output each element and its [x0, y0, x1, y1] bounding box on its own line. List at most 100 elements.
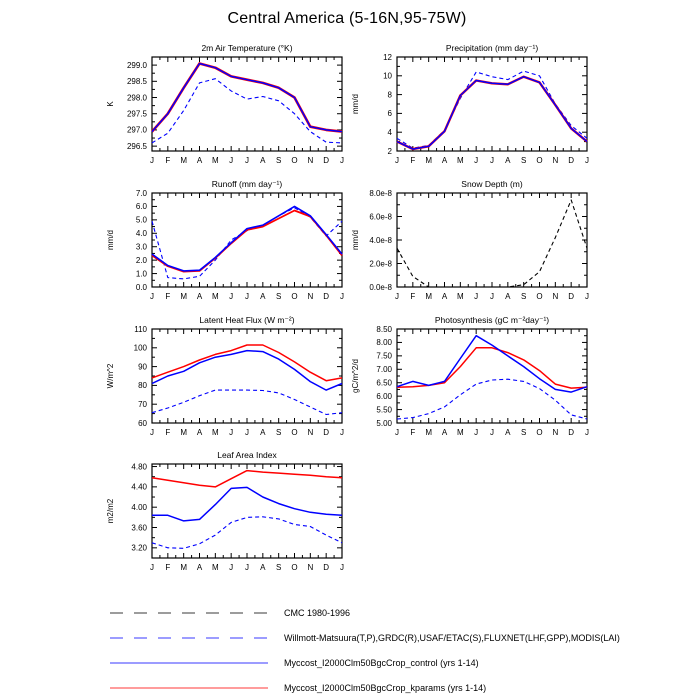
x-tick-label: J	[490, 156, 494, 165]
series-line-solid	[151, 344, 343, 382]
x-tick-label: M	[180, 292, 187, 301]
x-tick-label: M	[425, 428, 432, 437]
x-tick-label: J	[395, 156, 399, 165]
chart-runoff: Runoff (mm day⁻¹) mm/d J F M A M J J A S O N D J 0.0 1.0…	[100, 177, 352, 309]
x-tick-label: O	[536, 292, 542, 301]
x-tick-label: J	[340, 156, 344, 165]
chart-snow-depth: Snow Depth (m) mm/d J F M A M J J A S O N D J 0.0e-8 2.0…	[345, 177, 597, 309]
y-tick-label: 297.5	[127, 110, 148, 119]
series-line-solid	[152, 486, 343, 522]
x-tick-label: S	[521, 156, 526, 165]
y-tick-label: 3.20	[131, 544, 147, 553]
x-tick-label: J	[490, 292, 494, 301]
series-line-solid	[151, 205, 343, 272]
chart-title: Leaf Area Index	[217, 450, 277, 460]
chart-title: 2m Air Temperature (°K)	[201, 43, 292, 53]
x-tick-label: N	[307, 428, 313, 437]
x-tick-label: J	[474, 156, 478, 165]
y-tick-label: 297.0	[127, 126, 148, 135]
y-tick-label: 3.0	[136, 243, 148, 252]
x-tick-label: A	[260, 428, 266, 437]
x-tick-label: J	[585, 292, 589, 301]
y-tick-label: 296.5	[127, 142, 148, 151]
chart-photosynthesis: Photosynthesis (gC m⁻²day⁻¹) gC/m^2/d J F M A…	[345, 313, 597, 445]
series-line-solid	[151, 469, 343, 488]
x-tick-label: F	[165, 156, 170, 165]
y-tick-label: 0.0	[136, 283, 148, 292]
x-tick-label: D	[323, 292, 329, 301]
y-tick-label: 2	[388, 147, 393, 156]
y-axis-label: W/m^2	[106, 363, 115, 388]
y-tick-label: 7.50	[376, 352, 392, 361]
x-tick-label: J	[229, 428, 233, 437]
y-tick-label: 2.0e-8	[369, 259, 392, 268]
x-tick-label: F	[165, 428, 170, 437]
y-tick-label: 7.0	[136, 189, 148, 198]
plot-frame	[151, 56, 343, 152]
x-tick-label: F	[165, 292, 170, 301]
x-tick-label: J	[229, 156, 233, 165]
chart-title: Precipitation (mm day⁻¹)	[446, 43, 539, 53]
y-tick-label: 8.50	[376, 325, 392, 334]
x-tick-label: A	[260, 563, 266, 572]
y-tick-label: 6.0	[136, 202, 148, 211]
y-tick-label: 4.80	[131, 462, 147, 471]
x-tick-label: M	[457, 428, 464, 437]
x-tick-label: N	[552, 156, 558, 165]
x-tick-label: M	[212, 156, 219, 165]
x-tick-label: J	[150, 156, 154, 165]
y-tick-label: 3.60	[131, 523, 147, 532]
x-tick-label: F	[165, 563, 170, 572]
series-line-dashed	[151, 78, 343, 144]
legend-entry-cmc: CMC 1980-1996	[108, 600, 668, 625]
x-tick-label: F	[410, 156, 415, 165]
y-tick-label: 8.0e-8	[369, 189, 392, 198]
x-tick-label: J	[340, 428, 344, 437]
y-tick-label: 5.0	[136, 216, 148, 225]
chart-canvas: Precipitation (mm day⁻¹)mm/dJ F M A M J J A S O N D…	[351, 43, 589, 165]
y-tick-label: 5.50	[376, 405, 392, 414]
legend-line-sample-solid-red	[110, 686, 268, 689]
y-tick-label: 298.0	[127, 93, 148, 102]
x-tick-label: F	[410, 292, 415, 301]
plot-frame	[396, 192, 588, 288]
x-tick-label: O	[291, 428, 297, 437]
x-tick-label: O	[536, 428, 542, 437]
legend-entry-obs-blend: Willmott-Matsuura(T,P),GRDC(R),USAF/ETAC…	[108, 625, 668, 650]
y-tick-label: 4.00	[131, 503, 147, 512]
legend-label: CMC 1980-1996	[284, 607, 351, 618]
chart-title: Snow Depth (m)	[461, 179, 523, 189]
x-tick-label: S	[521, 428, 526, 437]
x-tick-label: J	[474, 292, 478, 301]
y-tick-label: 6	[388, 109, 393, 118]
y-tick-label: 5.00	[376, 419, 392, 428]
x-tick-label: M	[457, 292, 464, 301]
x-tick-label: A	[505, 428, 511, 437]
x-tick-label: J	[245, 156, 249, 165]
x-tick-label: O	[291, 156, 297, 165]
x-tick-label: A	[197, 428, 203, 437]
x-tick-label: J	[229, 292, 233, 301]
x-tick-label: A	[197, 563, 203, 572]
chart-latent-heat-flux: Latent Heat Flux (W m⁻²) W/m^2 J F M A M J J A S O N…	[100, 313, 352, 445]
x-tick-label: J	[395, 292, 399, 301]
x-tick-label: S	[276, 292, 281, 301]
x-tick-label: N	[552, 292, 558, 301]
page-title: Central America (5-16N,95-75W)	[227, 10, 467, 27]
x-tick-label: J	[340, 563, 344, 572]
y-tick-label: 10	[383, 72, 392, 81]
y-axis-label: mm/d	[351, 94, 360, 114]
x-tick-label: D	[568, 292, 574, 301]
y-tick-label: 4.40	[131, 483, 147, 492]
legend-entry-kparams: Myccost_I2000Clm50BgcCrop_kparams (yrs 1…	[108, 675, 668, 700]
plot-frame	[396, 328, 588, 424]
x-tick-label: J	[474, 428, 478, 437]
legend-label: Willmott-Matsuura(T,P),GRDC(R),USAF/ETAC…	[284, 632, 620, 643]
legend-label: Myccost_I2000Clm50BgcCrop_kparams (yrs 1…	[284, 682, 487, 693]
x-tick-label: N	[552, 428, 558, 437]
series-line-dashed	[151, 389, 343, 416]
series-line-solid	[396, 75, 588, 150]
x-tick-label: M	[180, 156, 187, 165]
x-tick-label: J	[150, 292, 154, 301]
